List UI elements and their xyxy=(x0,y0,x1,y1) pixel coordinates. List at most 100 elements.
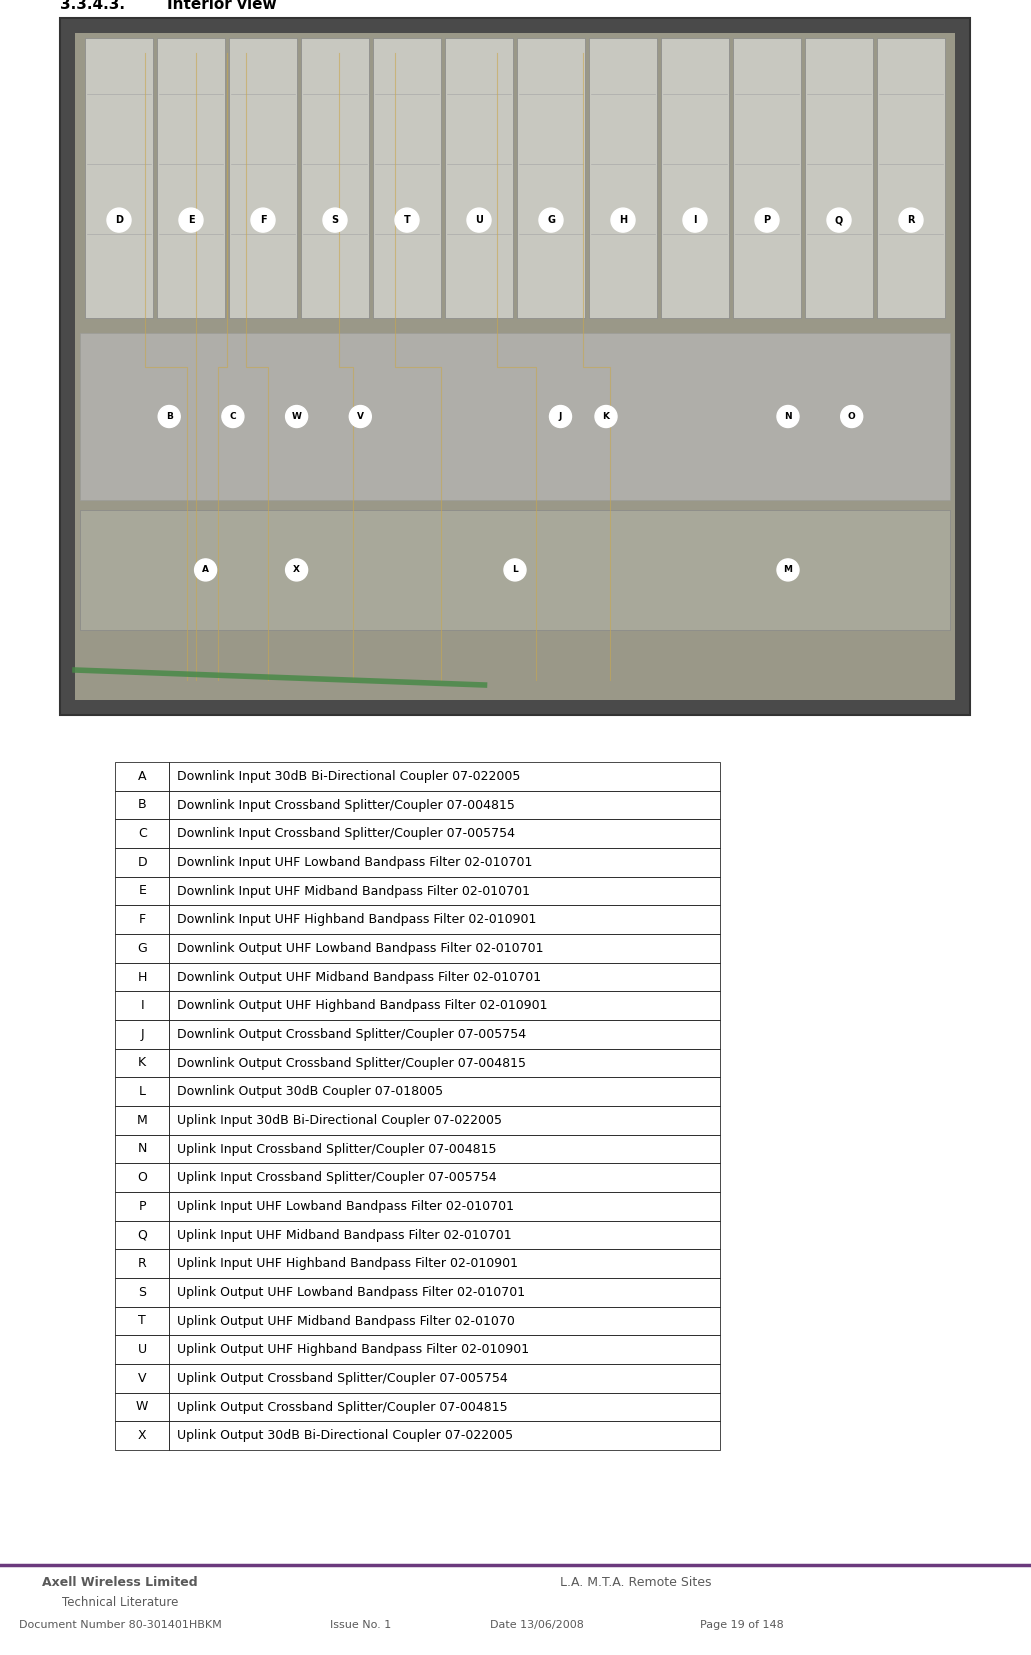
Text: G: G xyxy=(137,942,147,955)
Circle shape xyxy=(683,209,707,232)
FancyBboxPatch shape xyxy=(115,1163,169,1192)
Text: X: X xyxy=(138,1430,146,1442)
Circle shape xyxy=(107,209,131,232)
FancyBboxPatch shape xyxy=(115,791,169,819)
FancyBboxPatch shape xyxy=(169,1250,720,1278)
Text: Downlink Output Crossband Splitter/Coupler 07-004815: Downlink Output Crossband Splitter/Coupl… xyxy=(177,1056,527,1069)
FancyBboxPatch shape xyxy=(733,38,801,318)
Text: H: H xyxy=(619,215,627,225)
Circle shape xyxy=(395,209,419,232)
Circle shape xyxy=(539,209,563,232)
Text: M: M xyxy=(137,1114,147,1127)
FancyBboxPatch shape xyxy=(115,877,169,905)
Circle shape xyxy=(777,405,799,427)
Text: L: L xyxy=(139,1086,145,1099)
Circle shape xyxy=(595,405,617,427)
FancyBboxPatch shape xyxy=(169,1307,720,1336)
FancyBboxPatch shape xyxy=(169,1278,720,1307)
FancyBboxPatch shape xyxy=(115,1364,169,1392)
Text: F: F xyxy=(138,914,145,927)
Text: B: B xyxy=(166,412,172,420)
Text: S: S xyxy=(138,1286,146,1299)
Circle shape xyxy=(158,405,180,427)
FancyBboxPatch shape xyxy=(80,510,950,631)
FancyBboxPatch shape xyxy=(157,38,225,318)
FancyBboxPatch shape xyxy=(169,847,720,877)
FancyBboxPatch shape xyxy=(115,1392,169,1422)
FancyBboxPatch shape xyxy=(373,38,441,318)
Text: Uplink Input Crossband Splitter/Coupler 07-004815: Uplink Input Crossband Splitter/Coupler … xyxy=(177,1142,497,1155)
Text: Uplink Input Crossband Splitter/Coupler 07-005754: Uplink Input Crossband Splitter/Coupler … xyxy=(177,1172,497,1185)
Circle shape xyxy=(323,209,347,232)
FancyBboxPatch shape xyxy=(169,1392,720,1422)
Text: Downlink Input UHF Lowband Bandpass Filter 02-010701: Downlink Input UHF Lowband Bandpass Filt… xyxy=(177,856,533,869)
Circle shape xyxy=(550,405,571,427)
Text: Uplink Output 30dB Bi-Directional Coupler 07-022005: Uplink Output 30dB Bi-Directional Couple… xyxy=(177,1430,513,1442)
FancyBboxPatch shape xyxy=(115,1250,169,1278)
Text: Axell Wireless Limited: Axell Wireless Limited xyxy=(42,1577,198,1589)
Text: Downlink Output Crossband Splitter/Coupler 07-005754: Downlink Output Crossband Splitter/Coupl… xyxy=(177,1028,527,1041)
Text: E: E xyxy=(188,215,194,225)
Text: C: C xyxy=(138,828,146,841)
FancyBboxPatch shape xyxy=(301,38,369,318)
FancyBboxPatch shape xyxy=(169,1049,720,1077)
Text: Uplink Input 30dB Bi-Directional Coupler 07-022005: Uplink Input 30dB Bi-Directional Coupler… xyxy=(177,1114,502,1127)
Text: L.A. M.T.A. Remote Sites: L.A. M.T.A. Remote Sites xyxy=(560,1577,711,1589)
Text: S: S xyxy=(331,215,338,225)
FancyBboxPatch shape xyxy=(589,38,657,318)
Circle shape xyxy=(179,209,203,232)
Text: Uplink Output Crossband Splitter/Coupler 07-004815: Uplink Output Crossband Splitter/Coupler… xyxy=(177,1400,508,1413)
Text: V: V xyxy=(138,1372,146,1385)
FancyBboxPatch shape xyxy=(169,1192,720,1221)
Text: Downlink Output UHF Highband Bandpass Filter 02-010901: Downlink Output UHF Highband Bandpass Fi… xyxy=(177,1000,547,1013)
FancyBboxPatch shape xyxy=(805,38,873,318)
FancyBboxPatch shape xyxy=(661,38,729,318)
Text: T: T xyxy=(138,1314,146,1327)
FancyBboxPatch shape xyxy=(169,991,720,1019)
FancyBboxPatch shape xyxy=(169,819,720,847)
FancyBboxPatch shape xyxy=(169,1019,720,1049)
FancyBboxPatch shape xyxy=(115,1192,169,1221)
FancyBboxPatch shape xyxy=(115,1278,169,1307)
Text: R: R xyxy=(138,1258,146,1269)
Text: P: P xyxy=(763,215,770,225)
FancyBboxPatch shape xyxy=(877,38,945,318)
FancyBboxPatch shape xyxy=(115,761,169,791)
Text: Uplink Input UHF Lowband Bandpass Filter 02-010701: Uplink Input UHF Lowband Bandpass Filter… xyxy=(177,1200,514,1213)
Text: G: G xyxy=(547,215,555,225)
Text: Uplink Input UHF Midband Bandpass Filter 02-010701: Uplink Input UHF Midband Bandpass Filter… xyxy=(177,1228,512,1241)
FancyBboxPatch shape xyxy=(115,1307,169,1336)
Text: O: O xyxy=(137,1172,147,1185)
Text: W: W xyxy=(292,412,301,420)
FancyBboxPatch shape xyxy=(169,1077,720,1106)
Circle shape xyxy=(827,209,851,232)
Text: M: M xyxy=(784,566,793,574)
FancyBboxPatch shape xyxy=(60,18,970,715)
Text: O: O xyxy=(847,412,856,420)
FancyBboxPatch shape xyxy=(169,933,720,963)
Text: Downlink Output UHF Lowband Bandpass Filter 02-010701: Downlink Output UHF Lowband Bandpass Fil… xyxy=(177,942,544,955)
Text: J: J xyxy=(140,1028,144,1041)
FancyBboxPatch shape xyxy=(115,819,169,847)
Text: Uplink Output UHF Highband Bandpass Filter 02-010901: Uplink Output UHF Highband Bandpass Filt… xyxy=(177,1344,530,1355)
Text: A: A xyxy=(202,566,209,574)
Circle shape xyxy=(504,559,526,581)
Text: Downlink Output 30dB Coupler 07-018005: Downlink Output 30dB Coupler 07-018005 xyxy=(177,1086,443,1099)
Circle shape xyxy=(286,405,307,427)
Circle shape xyxy=(222,405,244,427)
FancyBboxPatch shape xyxy=(445,38,513,318)
Text: Q: Q xyxy=(137,1228,147,1241)
FancyBboxPatch shape xyxy=(115,905,169,933)
FancyBboxPatch shape xyxy=(169,963,720,991)
FancyBboxPatch shape xyxy=(169,1163,720,1192)
FancyBboxPatch shape xyxy=(115,991,169,1019)
Text: Downlink Input UHF Highband Bandpass Filter 02-010901: Downlink Input UHF Highband Bandpass Fil… xyxy=(177,914,537,927)
Text: Uplink Output UHF Lowband Bandpass Filter 02-010701: Uplink Output UHF Lowband Bandpass Filte… xyxy=(177,1286,526,1299)
Text: 3.3.4.3.        Interior view: 3.3.4.3. Interior view xyxy=(60,0,276,12)
Text: U: U xyxy=(138,1344,146,1355)
FancyBboxPatch shape xyxy=(517,38,585,318)
FancyBboxPatch shape xyxy=(115,1336,169,1364)
FancyBboxPatch shape xyxy=(169,905,720,933)
FancyBboxPatch shape xyxy=(169,1221,720,1250)
Circle shape xyxy=(195,559,217,581)
